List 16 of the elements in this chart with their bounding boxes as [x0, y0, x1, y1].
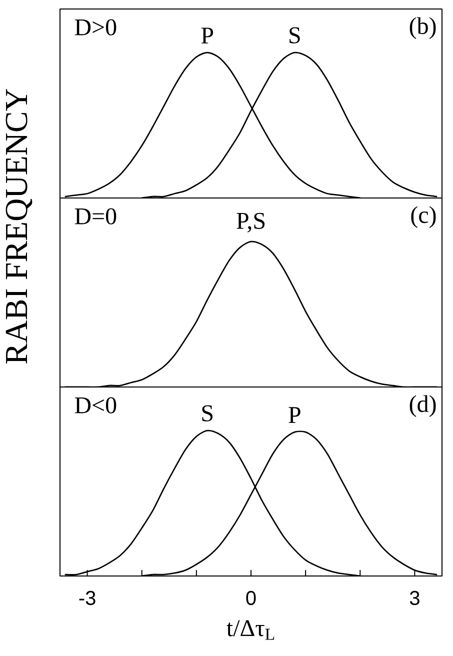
x-tick-label: -3: [79, 590, 96, 606]
series-label: P,S: [236, 212, 265, 232]
series-label: S: [202, 405, 213, 422]
x-tick-label: 3: [410, 590, 420, 606]
series-label: P: [201, 28, 214, 44]
text: D=0: [74, 208, 116, 224]
y-axis-title: RABI FREQUENCY: [6, 88, 32, 364]
text: D<0: [74, 397, 116, 414]
x-tick-label: 0: [246, 590, 256, 606]
series-label: P: [288, 407, 300, 423]
text: (b): [410, 17, 436, 39]
text: D>0: [74, 19, 116, 36]
text: (c): [411, 206, 436, 228]
text: (d): [410, 395, 436, 417]
series-label: S: [290, 27, 300, 44]
x-axis-title: t/Δτ$_{L}$: [226, 620, 274, 640]
